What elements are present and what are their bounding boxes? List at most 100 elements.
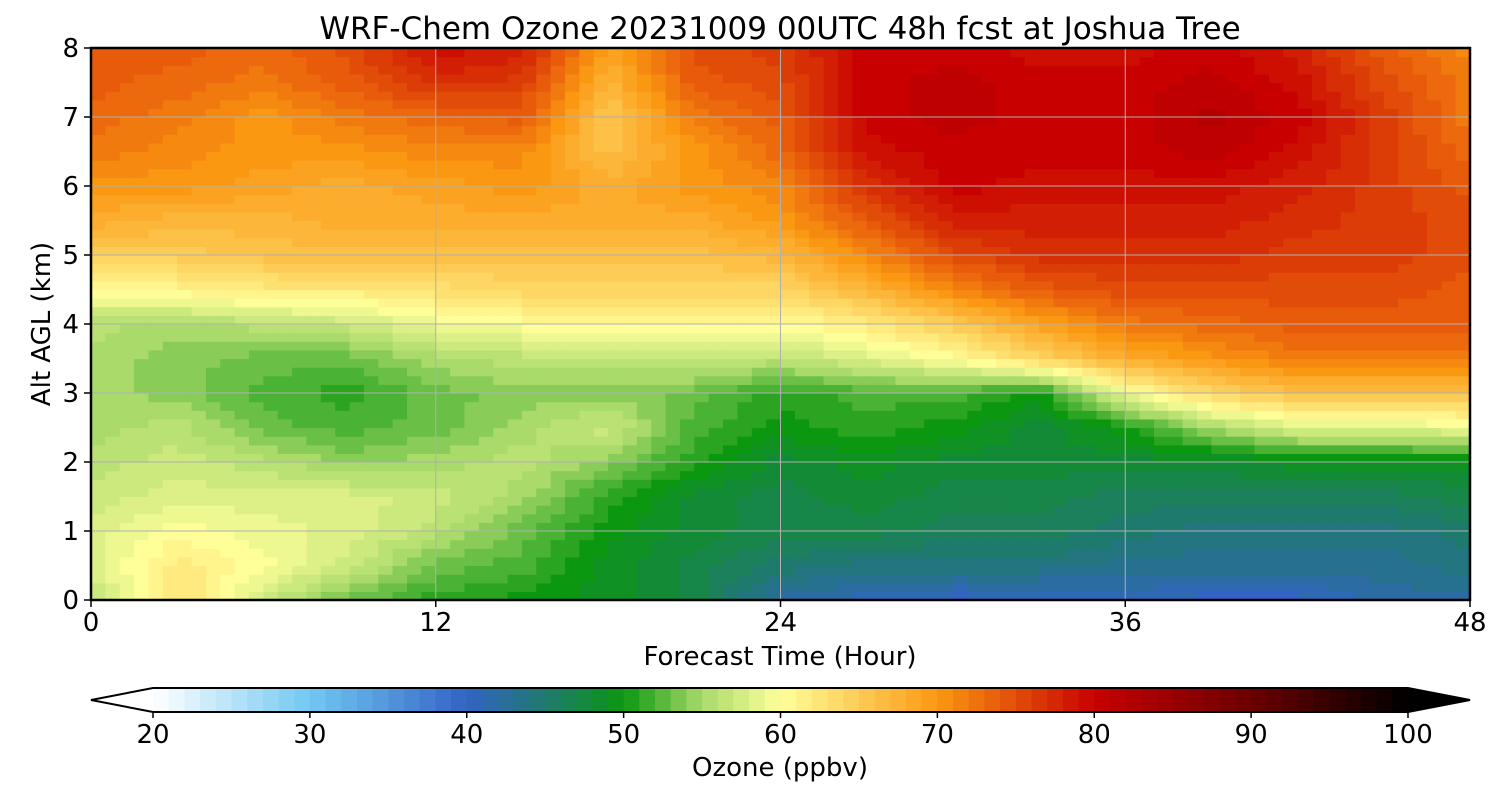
heatmap-cell (450, 582, 466, 592)
heatmap-cell (435, 444, 451, 454)
heatmap-cell (435, 505, 451, 515)
heatmap-cell (852, 194, 868, 204)
heatmap-cell (91, 444, 106, 454)
heatmap-cell (909, 487, 925, 498)
heatmap-cell (981, 548, 997, 558)
heatmap-cell (148, 565, 164, 575)
heatmap-cell (1125, 125, 1141, 135)
heatmap-cell (1125, 56, 1141, 66)
heatmap-cell (407, 531, 422, 541)
heatmap-cell (1082, 48, 1098, 58)
heatmap-cell (306, 125, 322, 135)
heatmap-cell (220, 255, 236, 265)
heatmap-cell (1168, 574, 1184, 584)
heatmap-cell (967, 237, 983, 247)
heatmap-cell (837, 539, 853, 549)
heatmap-cell (924, 229, 940, 239)
heatmap-cell (636, 444, 652, 454)
heatmap-cell (608, 272, 624, 282)
heatmap-cell (119, 203, 135, 213)
heatmap-cell (981, 462, 997, 472)
heatmap-cell (952, 142, 968, 153)
heatmap-cell (1139, 427, 1155, 437)
heatmap-cell (320, 272, 336, 282)
heatmap-cell (694, 263, 710, 273)
heatmap-cell (723, 298, 738, 308)
heatmap-cell (995, 367, 1011, 377)
heatmap-cell (91, 418, 106, 429)
heatmap-cell (1125, 410, 1141, 420)
heatmap-cell (148, 272, 164, 282)
heatmap-cell (320, 177, 336, 187)
heatmap-cell (234, 151, 250, 161)
heatmap-cell (780, 453, 796, 463)
heatmap-cell (837, 186, 853, 196)
heatmap-cell (1110, 306, 1126, 316)
heatmap-cell (507, 298, 523, 308)
heatmap-cell (1082, 151, 1098, 161)
heatmap-cell (162, 151, 178, 161)
heatmap-cell (320, 48, 336, 58)
heatmap-cell (823, 117, 839, 127)
heatmap-cell (852, 393, 868, 403)
heatmap-cell (938, 203, 954, 213)
heatmap-cell (794, 177, 810, 187)
heatmap-cell (636, 539, 652, 549)
heatmap-cell (636, 211, 652, 222)
heatmap-cell (220, 48, 236, 58)
heatmap-cell (162, 237, 178, 247)
heatmap-cell (335, 298, 351, 308)
heatmap-cell (1182, 82, 1198, 92)
heatmap-cell (105, 134, 121, 144)
heatmap-cell (1168, 539, 1184, 549)
heatmap-cell (1197, 418, 1213, 429)
heatmap-cell (292, 427, 308, 437)
heatmap-cell (162, 384, 178, 394)
heatmap-cell (608, 117, 624, 127)
heatmap-cell (651, 418, 667, 429)
heatmap-cell (550, 410, 566, 420)
heatmap-cell (349, 341, 365, 351)
heatmap-cell (249, 582, 264, 592)
heatmap-cell (737, 556, 753, 567)
heatmap-cell (809, 194, 825, 204)
heatmap-cell (809, 462, 825, 472)
heatmap-cell (780, 289, 796, 299)
heatmap-cell (837, 194, 853, 204)
heatmap-cell (91, 531, 106, 541)
heatmap-cell (148, 289, 164, 299)
heatmap-cell (378, 522, 394, 532)
heatmap-cell (852, 246, 868, 256)
heatmap-cell (134, 160, 150, 170)
heatmap-cell (924, 255, 940, 265)
heatmap-cell (1024, 418, 1040, 429)
heatmap-cell (349, 513, 365, 523)
heatmap-cell (852, 298, 868, 308)
heatmap-cell (1125, 427, 1141, 437)
heatmap-cell (751, 341, 767, 351)
heatmap-cell (866, 444, 882, 454)
heatmap-cell (823, 280, 839, 291)
heatmap-cell (1110, 565, 1126, 575)
heatmap-cell (995, 324, 1011, 334)
heatmap-cell (234, 142, 250, 153)
heatmap-cell (1168, 168, 1184, 178)
heatmap-cell (536, 539, 552, 549)
heatmap-cell (220, 203, 236, 213)
heatmap-cell (665, 203, 681, 213)
heatmap-cell (363, 384, 379, 394)
heatmap-cell (981, 168, 997, 178)
heatmap-cell (723, 125, 738, 135)
heatmap-cell (464, 280, 480, 291)
heatmap-cell (1125, 160, 1141, 170)
heatmap-cell (938, 393, 954, 403)
heatmap-cell (205, 565, 221, 575)
heatmap-cell (249, 401, 264, 411)
heatmap-cell (636, 574, 652, 584)
heatmap-cell (837, 401, 853, 411)
heatmap-cell (234, 401, 250, 411)
heatmap-cell (263, 401, 279, 411)
heatmap-cell (622, 505, 638, 515)
heatmap-cell (1053, 401, 1069, 411)
heatmap-cell (249, 462, 264, 472)
